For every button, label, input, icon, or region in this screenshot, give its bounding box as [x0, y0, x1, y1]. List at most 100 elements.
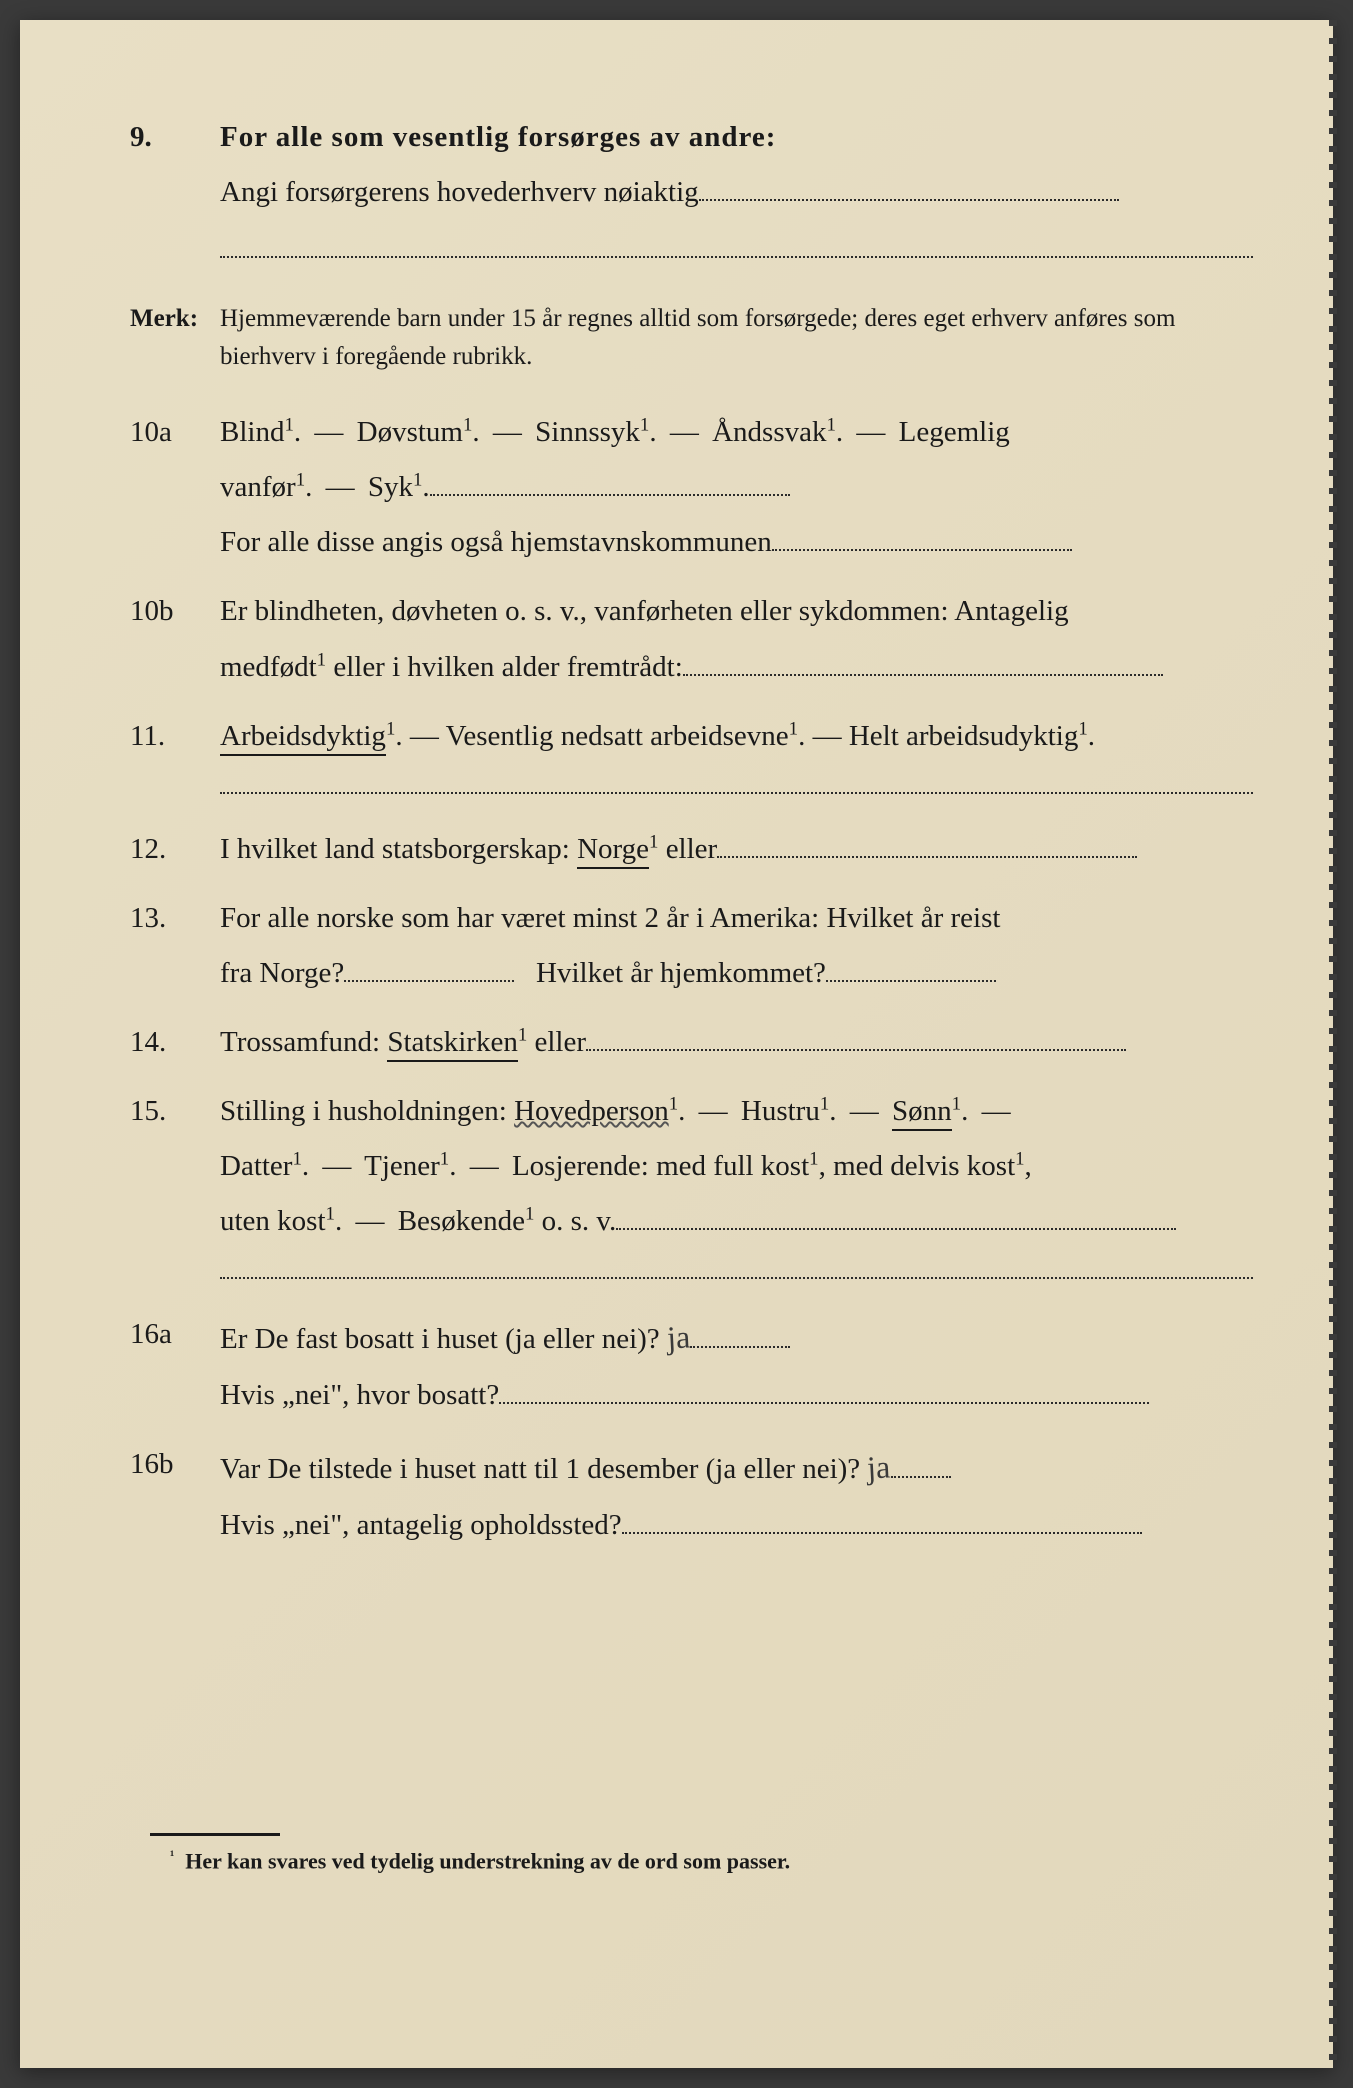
- question-10a: 10a Blind1. — Døvstum1. — Sinnssyk1. — Å…: [130, 405, 1253, 570]
- q12-norge: Norge: [577, 833, 649, 869]
- q16b-content: Var De tilstede i huset natt til 1 desem…: [220, 1437, 1253, 1553]
- fill-line: [717, 832, 1137, 858]
- q11-opt3: Helt arbeidsudyktig: [849, 720, 1079, 752]
- q10b-line1: Er blindheten, døvheten o. s. v., vanfør…: [220, 595, 1069, 627]
- fill-line: [683, 649, 1163, 675]
- section-divider: [220, 792, 1253, 794]
- q12-content: I hvilket land statsborgerskap: Norge1 e…: [220, 822, 1253, 877]
- question-15: 15. Stilling i husholdningen: Hovedperso…: [130, 1084, 1253, 1249]
- document-page: 9. For alle som vesentlig forsørges av a…: [20, 20, 1333, 2068]
- q9-line: Angi forsørgerens hovederhverv nøiaktig: [220, 176, 699, 208]
- separator: —: [314, 416, 343, 448]
- question-11: 11. Arbeidsdyktig1. — Vesentlig nedsatt …: [130, 709, 1253, 764]
- q13-number: 13.: [130, 891, 220, 1001]
- q10a-line2b: Syk: [368, 471, 413, 503]
- q10b-line2a: medfødt: [220, 651, 317, 683]
- q16a-answer: ja: [665, 1307, 691, 1369]
- question-13: 13. For alle norske som har været minst …: [130, 891, 1253, 1001]
- merk-label: Merk:: [130, 300, 220, 375]
- q11-number: 11.: [130, 709, 220, 764]
- section-divider: [220, 1277, 1253, 1279]
- q11-opt2: Vesentlig nedsatt arbeidsevne: [446, 720, 789, 752]
- q12-number: 12.: [130, 822, 220, 877]
- fill-line: [220, 238, 1253, 258]
- q10a-content: Blind1. — Døvstum1. — Sinnssyk1. — Åndss…: [220, 405, 1253, 570]
- q14-stats: Statskirken: [387, 1026, 518, 1062]
- q14-text-b: eller: [535, 1026, 587, 1058]
- separator: —: [982, 1095, 1011, 1127]
- q15-osv: o. s. v.: [534, 1205, 616, 1237]
- fill-line: [826, 956, 996, 982]
- separator: —: [470, 1150, 499, 1182]
- fill-line: [344, 956, 514, 982]
- q10a-opt5: Legemlig: [899, 416, 1010, 448]
- question-10b: 10b Er blindheten, døvheten o. s. v., va…: [130, 584, 1253, 694]
- q10a-line3: For alle disse angis også hjemstavnskomm…: [220, 526, 772, 558]
- fill-line: [690, 1322, 790, 1348]
- q13-line2a: fra Norge?: [220, 957, 344, 989]
- separator: —: [850, 1095, 879, 1127]
- q10a-number: 10a: [130, 405, 220, 570]
- q15-opt6: Losjerende: med full kost: [512, 1150, 809, 1182]
- q10a-line2a: vanfør: [220, 471, 296, 503]
- q16a-line1: Er De fast bosatt i huset (ja eller nei)…: [220, 1323, 660, 1355]
- merk-note: Merk: Hjemmeværende barn under 15 år reg…: [130, 300, 1253, 375]
- fill-line: [891, 1452, 951, 1478]
- separator: —: [493, 416, 522, 448]
- q15-opt7: med delvis kost: [833, 1150, 1015, 1182]
- separator: —: [355, 1205, 384, 1237]
- separator: —: [813, 720, 842, 752]
- question-9: 9. For alle som vesentlig forsørges av a…: [130, 110, 1253, 276]
- q11-opt1: Arbeidsdyktig: [220, 720, 386, 756]
- q15-text-a: Stilling i husholdningen:: [220, 1095, 514, 1127]
- fill-line: [616, 1204, 1176, 1230]
- q16a-content: Er De fast bosatt i huset (ja eller nei)…: [220, 1307, 1253, 1423]
- fill-line: [430, 470, 790, 496]
- q10a-opt2: Døvstum: [357, 416, 463, 448]
- q15-content: Stilling i husholdningen: Hovedperson1. …: [220, 1084, 1253, 1249]
- footnote-text: Her kan svares ved tydelig understreknin…: [185, 1849, 790, 1874]
- q9-title: For alle som vesentlig forsørges av andr…: [220, 121, 776, 153]
- q15-opt4: Datter: [220, 1150, 292, 1182]
- fill-line: [586, 1025, 1126, 1051]
- separator: —: [322, 1150, 351, 1182]
- footnote-marker: ¹: [170, 1848, 174, 1864]
- fill-line: [772, 525, 1072, 551]
- separator: —: [856, 416, 885, 448]
- fill-line: [622, 1508, 1142, 1534]
- q14-text-a: Trossamfund:: [220, 1026, 387, 1058]
- separator: —: [326, 471, 355, 503]
- q10a-opt3: Sinnssyk: [535, 416, 640, 448]
- q15-opt2: Hustru: [741, 1095, 820, 1127]
- q10b-content: Er blindheten, døvheten o. s. v., vanfør…: [220, 584, 1253, 694]
- q12-text-b: eller: [666, 833, 718, 865]
- q15-opt9: Besøkende: [398, 1205, 525, 1237]
- q14-content: Trossamfund: Statskirken1 eller: [220, 1015, 1253, 1070]
- q16b-number: 16b: [130, 1437, 220, 1553]
- merk-text: Hjemmeværende barn under 15 år regnes al…: [220, 300, 1253, 375]
- q11-content: Arbeidsdyktig1. — Vesentlig nedsatt arbe…: [220, 709, 1253, 764]
- q15-opt5: Tjener: [364, 1150, 440, 1182]
- q13-line1: For alle norske som har været minst 2 år…: [220, 902, 1000, 934]
- q16b-line1: Var De tilstede i huset natt til 1 desem…: [220, 1453, 860, 1485]
- separator: —: [410, 720, 439, 752]
- q14-number: 14.: [130, 1015, 220, 1070]
- q16a-line2: Hvis „nei", hvor bosatt?: [220, 1379, 499, 1411]
- q13-line2b: Hvilket år hjemkommet?: [536, 957, 826, 989]
- q16a-number: 16a: [130, 1307, 220, 1423]
- q16b-answer: ja: [866, 1437, 892, 1499]
- q9-content: For alle som vesentlig forsørges av andr…: [220, 110, 1253, 276]
- q10b-line2b: eller i hvilken alder fremtrådt:: [326, 651, 683, 683]
- q10b-number: 10b: [130, 584, 220, 694]
- q12-text-a: I hvilket land statsborgerskap:: [220, 833, 577, 865]
- q15-number: 15.: [130, 1084, 220, 1249]
- question-16b: 16b Var De tilstede i huset natt til 1 d…: [130, 1437, 1253, 1553]
- q10a-opt4: Åndssvak: [712, 416, 826, 448]
- q15-opt3: Sønn: [892, 1095, 952, 1131]
- q10a-opt1: Blind: [220, 416, 284, 448]
- separator: —: [699, 1095, 728, 1127]
- footnote: ¹ Her kan svares ved tydelig understrekn…: [170, 1848, 1253, 1874]
- fill-line: [499, 1378, 1149, 1404]
- question-16a: 16a Er De fast bosatt i huset (ja eller …: [130, 1307, 1253, 1423]
- question-12: 12. I hvilket land statsborgerskap: Norg…: [130, 822, 1253, 877]
